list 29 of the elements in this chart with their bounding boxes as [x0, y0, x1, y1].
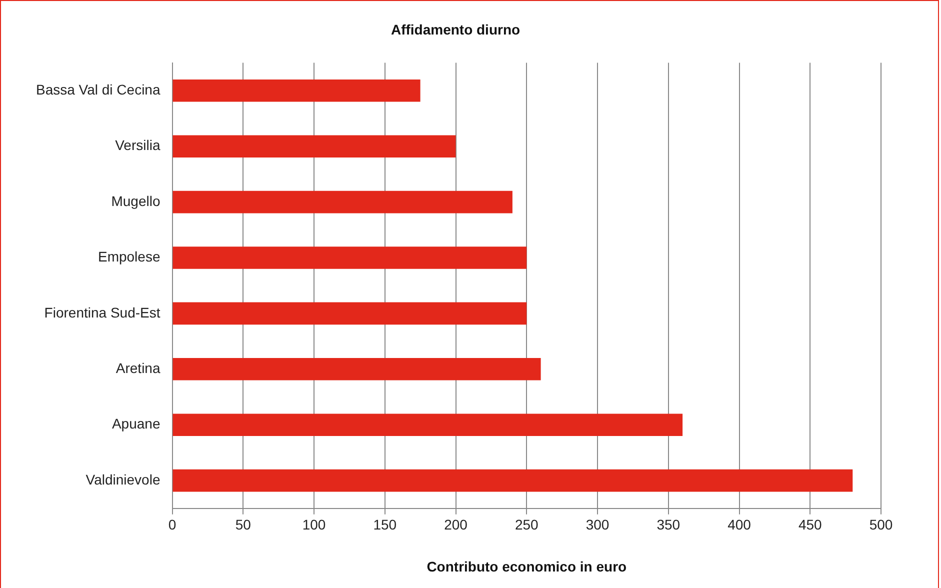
- bar: [172, 246, 527, 269]
- bar: [172, 358, 541, 380]
- bar: [172, 469, 853, 492]
- x-tick-label: 100: [302, 516, 326, 533]
- x-tick-label: 200: [444, 516, 468, 533]
- x-tick-label: 250: [514, 516, 539, 533]
- x-tick-label: 0: [168, 516, 176, 533]
- x-axis-title: Contributo economico in euro: [426, 558, 627, 574]
- bar: [172, 302, 527, 325]
- y-tick-label: Mugello: [111, 192, 160, 209]
- y-tick-label: Bassa Val di Cecina: [36, 82, 160, 98]
- x-tick-label: 400: [728, 516, 752, 533]
- x-tick-label: 50: [235, 516, 252, 533]
- chart-title: Affidamento diurno: [390, 21, 520, 38]
- y-tick-label: Fiorentina Sud-Est: [44, 304, 160, 320]
- y-tick-label: Empolese: [98, 248, 160, 265]
- y-tick-label: Apuane: [112, 416, 160, 432]
- y-tick-label: Aretina: [116, 360, 160, 376]
- bar: [172, 135, 456, 158]
- y-tick-label: Versilia: [115, 137, 160, 154]
- y-tick-label: Valdinievole: [86, 471, 160, 488]
- bar: [172, 190, 512, 214]
- bar: [172, 414, 683, 436]
- x-tick-label: 500: [869, 516, 893, 533]
- x-tick-label: 150: [373, 516, 397, 533]
- x-tick-label: 300: [586, 516, 610, 533]
- bar: [172, 80, 420, 102]
- x-tick-label: 350: [656, 516, 680, 533]
- x-tick-label: 450: [798, 516, 822, 533]
